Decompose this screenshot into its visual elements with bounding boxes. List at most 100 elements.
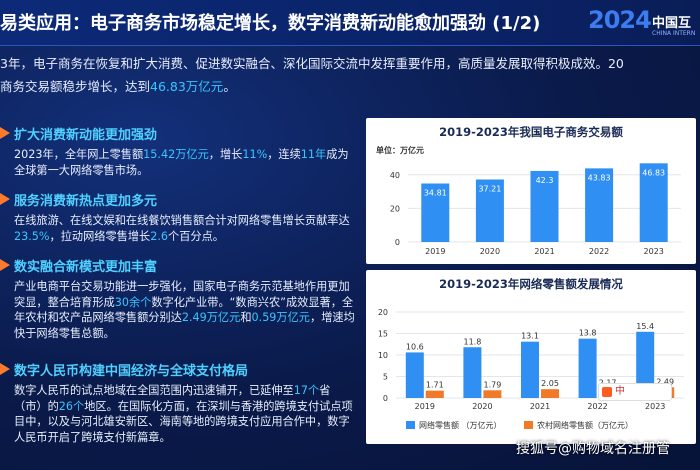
arrow-icon (0, 127, 10, 139)
body-text: 成为全球第一大网络零售市场。 (14, 148, 349, 177)
ecommerce-bar-chart: 单位：万亿元 0 20 40 34.81 2019 37.21 2020 42.3 2021 43.… (376, 145, 681, 256)
bar-rural (541, 389, 559, 398)
bar-rural (425, 390, 444, 398)
bar-retail (636, 331, 655, 398)
section-body: 产业电商平台交易功能进一步强化，国家电子商务示范基地作用更加突显，整合培育形成3… (0, 279, 358, 341)
highlight-value: 2.49万亿元 (181, 311, 241, 324)
highlight-value: 11% (242, 148, 268, 161)
body-text: 数字人民币的试点地域在全国范围内迅速铺开，已延伸至 (14, 384, 294, 397)
watermark: 搜狐号@购物域名注册管 (516, 441, 670, 457)
body-text: ，连续 (267, 148, 301, 161)
data-label: 10.6 (406, 342, 424, 351)
logo-subtext: CHINA INTERN (652, 30, 696, 37)
logo-year: 2024 (588, 6, 652, 34)
highlight-value: 17个 (293, 384, 320, 397)
data-label: 13.8 (579, 329, 597, 338)
bar-rural (483, 390, 502, 398)
y-tick-label: 20 (378, 308, 388, 317)
chart-card-ecommerce: 2019-2023年我国电子商务交易额 单位：万亿元 0 20 40 34.81 2019… (366, 118, 696, 264)
section-digital-rmb: 数字人民币构建中国经济与全球支付格局 数字人民币的试点地域在全国范围内迅速铺开，… (0, 360, 358, 445)
section-digital-real: 数实融合新模式更加丰富 产业电商平台交易功能进一步强化，国家电子商务示范基地作用… (0, 256, 358, 341)
legend-label: 农村网络零售额（万亿元） (537, 420, 633, 430)
bar-retail (463, 347, 482, 398)
data-label: 46.83 (642, 168, 665, 177)
x-tick-label: 2023 (645, 402, 665, 411)
highlight-value: 15.42万亿元 (143, 148, 209, 161)
data-label: 43.83 (588, 173, 611, 182)
x-tick-label: 2019 (425, 247, 445, 256)
x-tick-label: 2022 (587, 402, 607, 411)
section-title: 扩大消费新动能更加强劲 (0, 124, 358, 144)
section-title: 数字人民币构建中国经济与全球支付格局 (0, 360, 358, 380)
intro-text: 商务交易额稳步增长，达到 (0, 79, 151, 94)
body-text: 个百分点。 (168, 229, 224, 243)
section-title-text: 数字人民币构建中国经济与全球支付格局 (14, 364, 249, 379)
highlight-value: 11年 (300, 148, 327, 161)
bar-retail (521, 341, 539, 398)
chart-title: 2019-2023年我国电子商务交易额 (439, 125, 623, 139)
highlight-value: 2.6 (150, 229, 169, 243)
body-text: ，增长 (208, 148, 243, 161)
body-text: ，增速均快于网络零售总额。 (14, 311, 355, 340)
bar (530, 170, 559, 242)
section-body: 2023年，全年网上零售额15.42万亿元，增长11%，连续11年成为全球第一大… (0, 147, 358, 178)
arrow-icon (0, 193, 10, 205)
legend-label: 网络零售额 （万亿元） (419, 420, 502, 430)
y-axis-unit: 单位：万亿元 (376, 145, 424, 155)
data-label: 11.8 (463, 337, 481, 346)
section-title: 数实融合新模式更加丰富 (0, 256, 358, 276)
x-tick-label: 2019 (415, 402, 435, 411)
section-services: 服务消费新热点更加多元 在线旅游、在线文娱和在线餐饮销售额合计对网络零售增长贡献… (0, 190, 358, 244)
x-tick-label: 2021 (530, 402, 550, 411)
y-tick-label: 15 (378, 330, 388, 339)
bar-retail (405, 352, 424, 398)
intro-highlight: 46.83万亿元 (150, 79, 224, 94)
intro-line-1: 3年，电子商务在恢复和扩大消费、促进数实融合、深化国际交流中发挥重要作用，高质量… (0, 56, 624, 71)
body-text: 在线旅游、在线文娱和在线餐饮销售额合计对网络零售增长贡献率达 (14, 214, 350, 227)
data-label: 1.79 (483, 380, 501, 389)
intro-text-end: 。 (223, 79, 236, 94)
bar-retail (578, 338, 597, 398)
body-text: 产业电商平台交易功能进一步强化，国家电子商务示范基地作用更加突显，整合培育形成 (14, 280, 350, 309)
bar (585, 168, 614, 242)
sogou-input-badge[interactable]: 中 (598, 383, 672, 401)
section-title-text: 扩大消费新动能更加强劲 (14, 128, 158, 143)
highlight-value: 26个 (58, 399, 85, 413)
section-body: 数字人民币的试点地域在全国范围内迅速铺开，已延伸至17个省（市）的26个地区。在… (0, 383, 358, 445)
arrow-icon (0, 259, 10, 271)
logo-text: 中国互 (652, 16, 692, 31)
data-label: 2.05 (541, 379, 559, 388)
body-text: 数字化产业带。“数商兴农”成效显著，全年农村和农产品网络零售额分别达 (14, 295, 354, 325)
intro-line-2: 商务交易额稳步增长，达到46.83万亿元。 (0, 75, 700, 98)
data-label: 15.4 (636, 322, 654, 331)
bar (421, 183, 450, 242)
intro-paragraph: 3年，电子商务在恢复和扩大消费、促进数实融合、深化国际交流中发挥重要作用，高质量… (0, 52, 700, 98)
y-tick-label: 5 (383, 373, 388, 382)
x-tick-label: 2021 (534, 247, 554, 256)
retail-bar-chart: 0 5 10 15 20 10.6 1.71 2019 11.8 1.79 2020 13.1 2.05… (378, 308, 684, 430)
data-label: 1.71 (426, 381, 444, 390)
slide-header: 易类应用：电子商务市场稳定增长，数字消费新动能愈加强劲 (1/2) 2024 中… (0, 0, 700, 46)
y-tick-label: 0 (395, 238, 400, 247)
y-tick-label: 10 (378, 351, 388, 360)
body-text: 和 (240, 311, 252, 324)
section-title-text: 数实融合新模式更加丰富 (14, 260, 158, 275)
bar (639, 163, 668, 242)
highlight-value: 30余个 (114, 295, 152, 309)
data-label: 37.21 (478, 184, 501, 193)
section-title-text: 服务消费新热点更加多元 (14, 194, 158, 209)
highlight-value: 23.5% (14, 229, 50, 243)
data-label: 13.1 (521, 332, 539, 341)
body-text: ，拉动网络零售增长 (49, 229, 151, 243)
section-title: 服务消费新热点更加多元 (0, 190, 358, 210)
highlight-value: 0.59万亿元 (251, 311, 310, 324)
conference-logo: 2024 中国互 CHINA INTERN (588, 4, 700, 42)
x-tick-label: 2023 (644, 247, 664, 256)
arrow-icon (0, 363, 10, 375)
y-tick-label: 0 (383, 394, 388, 403)
data-label: 42.3 (536, 176, 554, 185)
body-text: 2023年，全年网上零售额 (14, 148, 144, 161)
chart-card-retail: 2019-2023年网络零售额发展情况 0 5 10 15 20 10.6 1.71 2019… (366, 270, 696, 444)
legend-swatch (406, 421, 415, 429)
section-consumption: 扩大消费新动能更加强劲 2023年，全年网上零售额15.42万亿元，增长11%，… (0, 124, 358, 178)
